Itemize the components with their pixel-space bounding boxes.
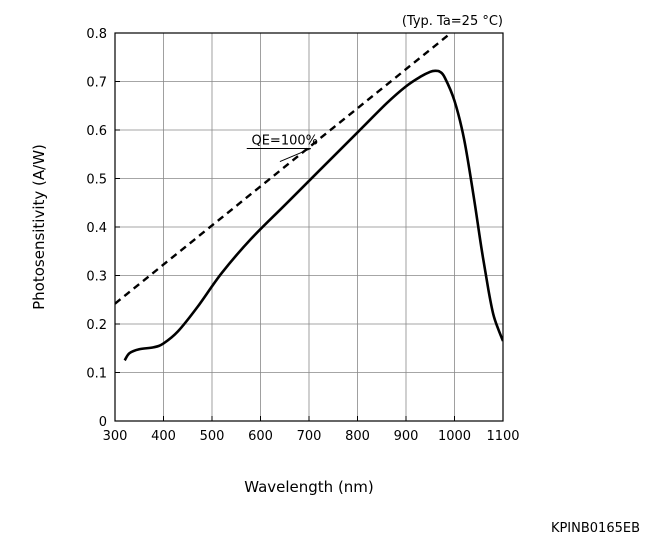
y-axis-label: Photosensitivity (A/W): [30, 144, 48, 310]
photosensitivity-curve: [123, 69, 503, 362]
qe-100-reference-line: [115, 33, 453, 305]
y-tick-labels: 0 0.1 0.2 0.3 0.4 0.5 0.6 0.7 0.8: [86, 27, 107, 430]
x-tick-label: 600: [248, 429, 273, 444]
qe-100-label: QE=100%: [251, 134, 318, 149]
grid-lines: [115, 33, 503, 421]
qe-100-leader-line: [279, 148, 311, 162]
condition-note: (Typ. Ta=25 °C): [402, 14, 503, 29]
x-tick-label: 900: [394, 429, 419, 444]
x-tick-label: 800: [345, 429, 370, 444]
y-tick-label: 0.6: [86, 124, 107, 139]
x-axis-label: Wavelength (nm): [244, 478, 374, 496]
tick-marks: [114, 32, 504, 422]
series-layer: [115, 33, 503, 362]
y-tick-label: 0: [99, 415, 107, 430]
y-tick-label: 0.8: [86, 27, 107, 42]
y-tick-label: 0.3: [86, 270, 107, 285]
x-tick-label: 500: [200, 429, 225, 444]
x-tick-label: 1000: [438, 429, 471, 444]
y-tick-label: 0.2: [86, 318, 107, 333]
x-tick-label: 1100: [486, 429, 519, 444]
x-tick-label: 700: [297, 429, 322, 444]
y-tick-label: 0.4: [86, 221, 107, 236]
figure-code: KPINB0165EB: [551, 521, 640, 536]
y-tick-label: 0.5: [86, 173, 107, 188]
x-tick-label: 400: [151, 429, 176, 444]
y-tick-label: 0.7: [86, 76, 107, 91]
annotation-layer: QE=100%: [246, 134, 318, 162]
x-tick-labels: 300 400 500 600 700 800 900 1000 1100: [103, 429, 520, 444]
y-tick-label: 0.1: [86, 367, 107, 382]
x-tick-label: 300: [103, 429, 128, 444]
